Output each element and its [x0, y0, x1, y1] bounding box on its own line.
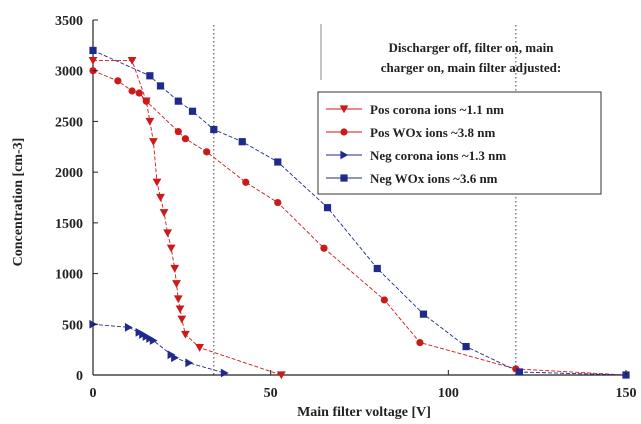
- series-line: [92, 323, 225, 374]
- x-tick-label: 50: [264, 386, 278, 401]
- data-point: [156, 193, 165, 202]
- data-point: [323, 204, 332, 212]
- data-point: [340, 174, 348, 182]
- x-tick-label: 150: [616, 386, 637, 401]
- data-point: [135, 89, 143, 97]
- plot-area: [92, 20, 626, 376]
- data-point: [276, 371, 286, 380]
- data-point: [142, 97, 150, 105]
- data-point: [274, 158, 282, 166]
- data-point: [220, 368, 229, 378]
- data-point: [175, 305, 185, 314]
- data-point: [88, 56, 98, 65]
- data-point: [145, 117, 155, 126]
- data-point: [462, 343, 470, 351]
- data-point: [195, 344, 204, 352]
- data-point: [373, 264, 381, 273]
- data-point: [188, 107, 197, 115]
- legend-label: Neg WOx ions ~3.6 nm: [370, 171, 498, 186]
- annotation-line-1: Discharger off, filter on, main: [389, 40, 555, 55]
- y-tick-label: 2000: [55, 166, 83, 181]
- data-point: [180, 330, 190, 339]
- data-point: [203, 148, 211, 156]
- annotation-box: Discharger off, filter on, main charger …: [320, 24, 561, 80]
- data-point: [127, 56, 137, 65]
- data-point: [146, 72, 154, 80]
- data-point: [149, 138, 158, 146]
- axis-ticks: 0 500 1000 1500 2000 2500 3000 3500 0 50 100 150: [55, 14, 637, 401]
- data-point: [320, 244, 328, 252]
- legend: Pos corona ions ~1.1 nm Pos WOx ions ~3.8…: [317, 91, 602, 195]
- y-axis-label: Concentration [cm-3]: [11, 138, 26, 267]
- data-point: [171, 353, 179, 363]
- x-tick-label: 100: [438, 386, 459, 401]
- data-point: [242, 178, 250, 186]
- data-point: [181, 135, 189, 143]
- data-point: [340, 128, 348, 136]
- data-point: [159, 209, 169, 217]
- data-point: [210, 125, 218, 134]
- data-point: [274, 198, 282, 207]
- data-point: [185, 358, 194, 368]
- legend-label: Pos corona ions ~1.1 nm: [370, 102, 504, 117]
- y-tick-label: 3500: [55, 14, 83, 29]
- data-point: [89, 46, 97, 55]
- annotation-line-2: charger on, main filter adjusted:: [381, 60, 561, 75]
- data-point: [177, 315, 187, 324]
- data-point: [166, 244, 176, 253]
- series-markers: [88, 46, 630, 380]
- x-axis-label: Main filter voltage [V]: [297, 405, 431, 420]
- data-point: [515, 368, 523, 376]
- data-point: [419, 310, 428, 318]
- data-point: [173, 295, 183, 304]
- data-point: [156, 82, 165, 90]
- data-point: [163, 229, 173, 238]
- data-point: [174, 127, 182, 136]
- reference-lines: [213, 25, 517, 375]
- data-point: [152, 178, 162, 187]
- data-point: [238, 138, 246, 146]
- x-tick-label: 0: [90, 386, 97, 401]
- legend-box: [317, 91, 602, 195]
- legend-label: Pos WOx ions ~3.8 nm: [370, 125, 496, 140]
- data-point: [124, 322, 133, 332]
- data-point: [114, 77, 122, 85]
- data-point: [128, 87, 136, 95]
- data-point: [380, 296, 388, 304]
- data-point: [149, 336, 158, 345]
- y-tick-label: 1000: [55, 268, 83, 283]
- y-tick-label: 3000: [55, 65, 83, 80]
- data-point: [340, 150, 349, 160]
- y-tick-label: 500: [62, 318, 83, 333]
- data-point: [172, 280, 181, 288]
- y-tick-label: 1500: [55, 217, 83, 232]
- y-tick-label: 0: [76, 369, 83, 384]
- legend-label: Neg corona ions ~1.3 nm: [370, 148, 506, 163]
- data-point: [170, 264, 180, 273]
- data-point: [416, 338, 424, 347]
- y-tick-label: 2500: [55, 115, 83, 130]
- data-point: [339, 105, 349, 114]
- data-point: [174, 97, 182, 105]
